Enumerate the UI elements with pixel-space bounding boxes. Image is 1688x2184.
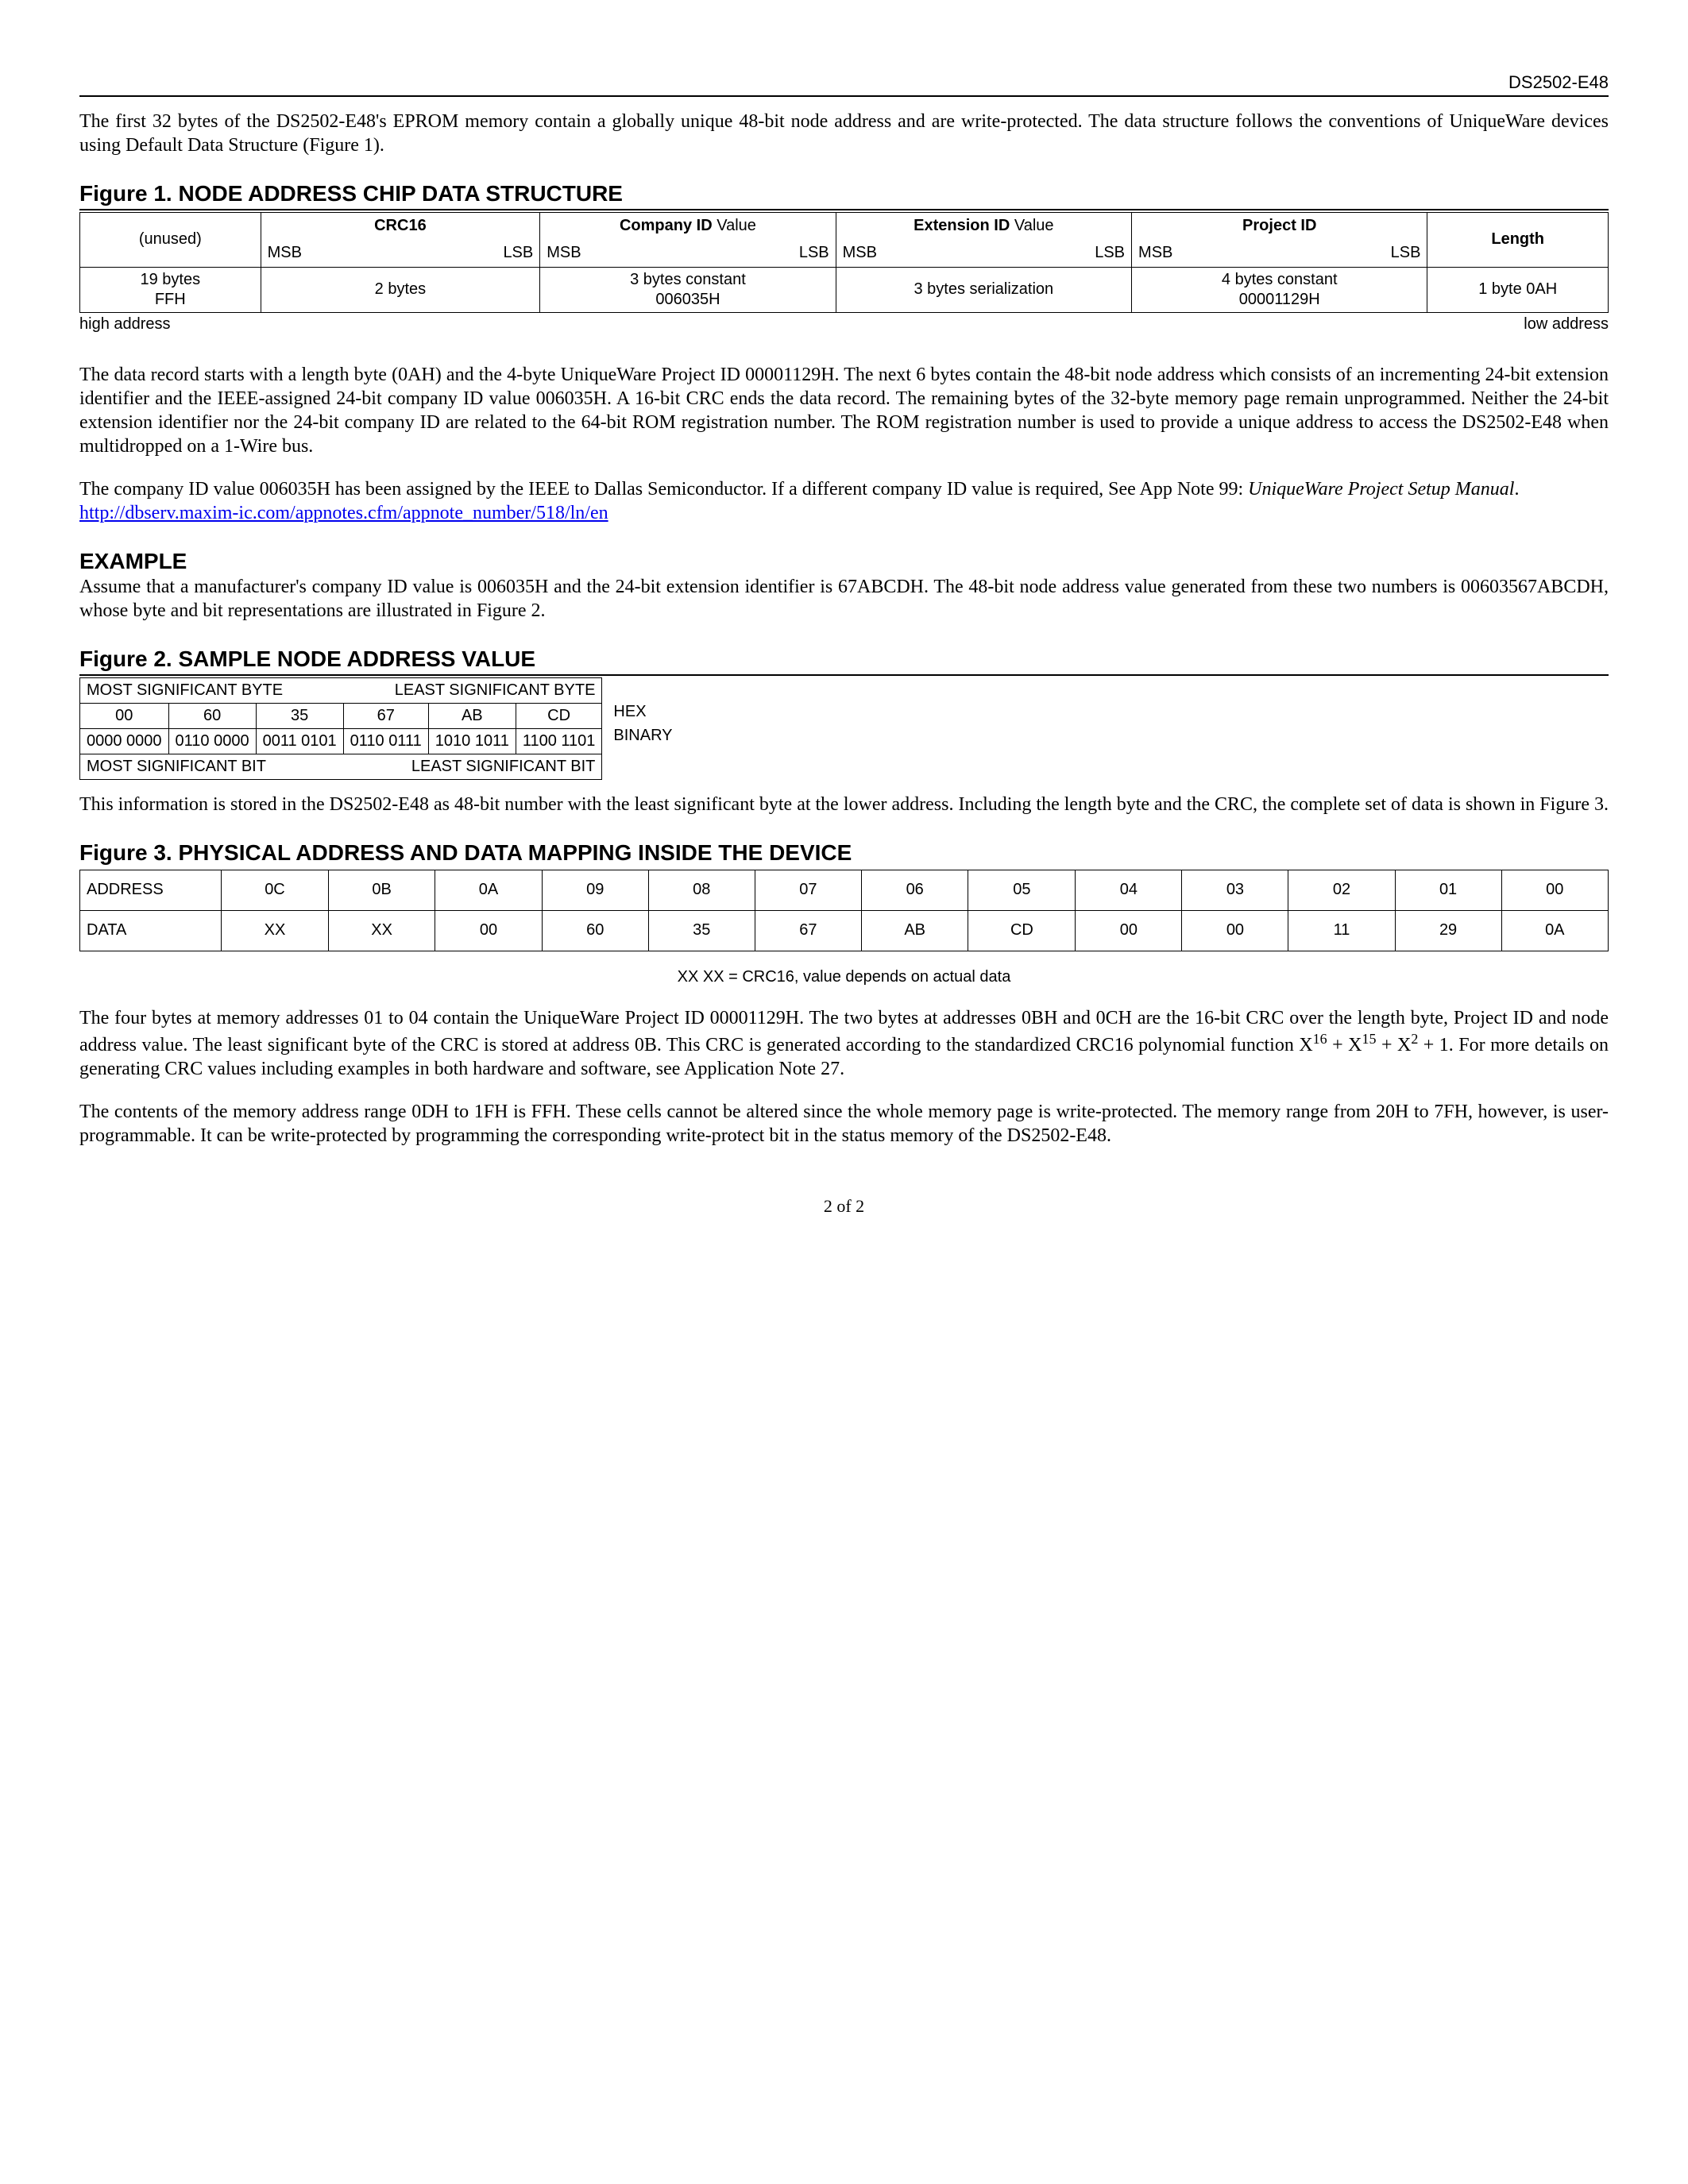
figure2-wrap: MOST SIGNIFICANT BYTE LEAST SIGNIFICANT … [79, 677, 1609, 780]
data-cell: XX [222, 910, 329, 951]
four-bytes-paragraph: The four bytes at memory addresses 01 to… [79, 1006, 1609, 1081]
figure3-note: XX XX = CRC16, value depends on actual d… [79, 967, 1609, 987]
bin-cell: 1010 1011 [428, 728, 516, 754]
data-cell: CD [968, 910, 1076, 951]
addr-cell: 01 [1395, 870, 1501, 910]
data-cell: 00 [435, 910, 542, 951]
hex-cell: CD [516, 703, 602, 728]
addr-cell: 0A [435, 870, 542, 910]
company-paragraph: The company ID value 006035H has been as… [79, 477, 1609, 525]
data-cell: 29 [1395, 910, 1501, 951]
data-cell: 35 [648, 910, 755, 951]
data-cell: 60 [542, 910, 648, 951]
figure3-table: ADDRESS 0C 0B 0A 09 08 07 06 05 04 03 02… [79, 870, 1609, 951]
hex-cell: AB [428, 703, 516, 728]
f1-unused-val: 19 bytesFFH [80, 267, 261, 312]
hex-cell: 60 [168, 703, 256, 728]
f1-ext-val: 3 bytes serialization [836, 267, 1131, 312]
example-title: EXAMPLE [79, 547, 1609, 575]
f1-msb: MSB [836, 240, 991, 268]
f1-company-val: 3 bytes constant006035H [540, 267, 836, 312]
f1-lsb: LSB [695, 240, 836, 268]
high-address-label: high address [79, 314, 171, 334]
contents-paragraph: The contents of the memory address range… [79, 1100, 1609, 1148]
figure1-title: Figure 1. NODE ADDRESS CHIP DATA STRUCTU… [79, 179, 1609, 210]
figure2-side-labels: HEX BINARY [613, 677, 672, 747]
f1-lsb: LSB [407, 240, 539, 268]
data-cell: 00 [1076, 910, 1182, 951]
addr-cell: 0B [328, 870, 435, 910]
addr-label: ADDRESS [80, 870, 222, 910]
data-cell: 11 [1288, 910, 1395, 951]
data-cell: AB [861, 910, 968, 951]
bin-cell: 0011 0101 [256, 728, 343, 754]
page-footer: 2 of 2 [79, 1195, 1609, 1217]
lsbyte-label: LEAST SIGNIFICANT BYTE [343, 677, 602, 703]
data-cell: XX [328, 910, 435, 951]
addr-cell: 06 [861, 870, 968, 910]
data-cell: 67 [755, 910, 861, 951]
hex-cell: 67 [343, 703, 428, 728]
figure1-table: (unused) CRC16 Company ID Value Extensio… [79, 212, 1609, 313]
f1-project-val: 4 bytes constant00001129H [1132, 267, 1427, 312]
msbit-label: MOST SIGNIFICANT BIT [80, 754, 344, 779]
page-header: DS2502-E48 [79, 71, 1609, 97]
hex-label: HEX [613, 700, 672, 723]
f1-lsb: LSB [991, 240, 1131, 268]
bin-cell: 0000 0000 [80, 728, 169, 754]
figure2-table: MOST SIGNIFICANT BYTE LEAST SIGNIFICANT … [79, 677, 602, 780]
example-paragraph: Assume that a manufacturer's company ID … [79, 575, 1609, 623]
stored-paragraph: This information is stored in the DS2502… [79, 793, 1609, 816]
f1-ext-hdr: Extension ID Value [836, 212, 1131, 240]
addr-cell: 07 [755, 870, 861, 910]
addr-cell: 05 [968, 870, 1076, 910]
f1-length-hdr: Length [1427, 212, 1609, 267]
hex-cell: 00 [80, 703, 169, 728]
data-cell: 0A [1501, 910, 1608, 951]
bin-label: BINARY [613, 723, 672, 747]
addr-cell: 02 [1288, 870, 1395, 910]
data-cell: 00 [1182, 910, 1288, 951]
part-number: DS2502-E48 [1508, 72, 1609, 92]
addr-cell: 08 [648, 870, 755, 910]
intro-paragraph: The first 32 bytes of the DS2502-E48's E… [79, 110, 1609, 157]
f1-company-hdr: Company ID Value [540, 212, 836, 240]
bin-cell: 1100 1101 [516, 728, 602, 754]
low-address-label: low address [1524, 314, 1609, 334]
addr-cell: 00 [1501, 870, 1608, 910]
figure2-title: Figure 2. SAMPLE NODE ADDRESS VALUE [79, 645, 1609, 676]
bin-cell: 0110 0111 [343, 728, 428, 754]
f1-msb: MSB [1132, 240, 1287, 268]
hex-cell: 35 [256, 703, 343, 728]
msbyte-label: MOST SIGNIFICANT BYTE [80, 677, 344, 703]
addr-cell: 09 [542, 870, 648, 910]
f1-msb: MSB [540, 240, 695, 268]
f1-unused-hdr: (unused) [80, 212, 261, 267]
f1-length-val: 1 byte 0AH [1427, 267, 1609, 312]
record-paragraph: The data record starts with a length byt… [79, 363, 1609, 458]
addr-cell: 03 [1182, 870, 1288, 910]
lsbit-label: LEAST SIGNIFICANT BIT [343, 754, 602, 779]
f1-crc-val: 2 bytes [261, 267, 540, 312]
figure3-title: Figure 3. PHYSICAL ADDRESS AND DATA MAPP… [79, 839, 1609, 868]
figure1-caption: high address low address [79, 314, 1609, 334]
appnote-link[interactable]: http://dbserv.maxim-ic.com/appnotes.cfm/… [79, 503, 608, 523]
f1-msb: MSB [261, 240, 407, 268]
addr-cell: 0C [222, 870, 329, 910]
addr-cell: 04 [1076, 870, 1182, 910]
f1-lsb: LSB [1287, 240, 1427, 268]
f1-crc-hdr: CRC16 [261, 212, 540, 240]
data-label: DATA [80, 910, 222, 951]
f1-project-hdr: Project ID [1132, 212, 1427, 240]
bin-cell: 0110 0000 [168, 728, 256, 754]
